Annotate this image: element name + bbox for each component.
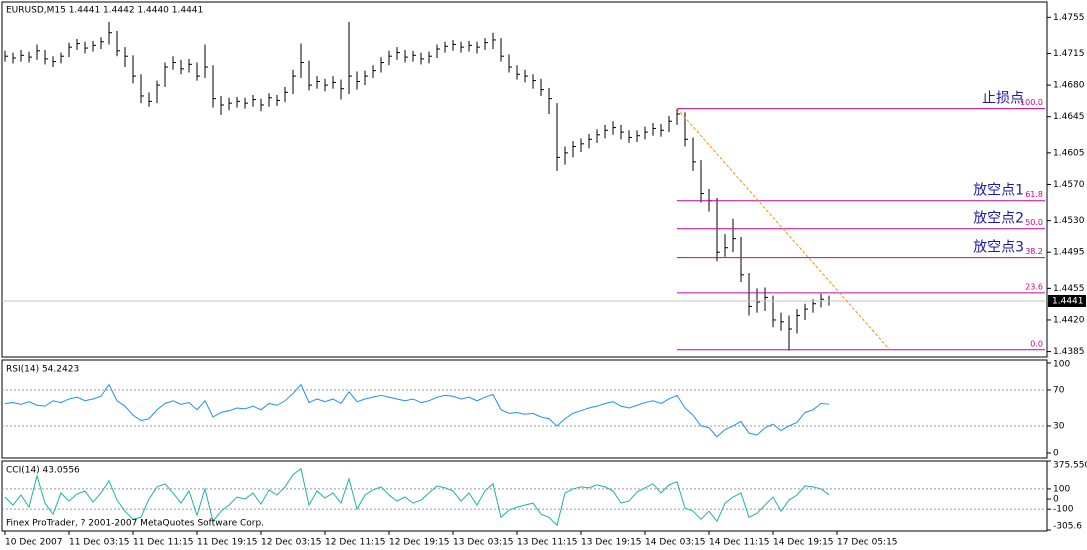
y-tick-label: 0 (1053, 448, 1059, 458)
fibo-label: 61.8 (1025, 190, 1043, 199)
symbol-header: EURUSD,M15 1.4441 1.4442 1.4440 1.4441 (6, 6, 203, 16)
last-price-label: 1.4441 (1052, 296, 1084, 306)
fibo-label: 0.0 (1030, 339, 1043, 348)
indicator-line (4, 467, 830, 527)
x-tick-label: 13 Dec 03:15 (453, 538, 514, 548)
fibo-annotation: 放空点2 (973, 211, 1024, 227)
indicator-line (4, 383, 830, 438)
y-tick-label: 1.4645 (1053, 112, 1085, 122)
y-tick-label: 1.4605 (1053, 148, 1085, 158)
x-tick-label: 12 Dec 19:15 (389, 538, 450, 548)
x-tick-label: 11 Dec 11:15 (133, 538, 194, 548)
y-tick-label: 1.4715 (1053, 49, 1085, 59)
x-tick-label: 14 Dec 03:15 (645, 538, 706, 548)
y-tick-label: 0 (1053, 495, 1059, 505)
y-tick-label: -305.6 (1053, 522, 1082, 532)
rsi-panel (1, 359, 1048, 459)
fibo-annotation: 放空点1 (973, 183, 1024, 199)
x-tick-label: 11 Dec 03:15 (69, 538, 130, 548)
indicator-title: RSI(14) 54.2423 (6, 365, 79, 375)
copyright: Finex ProTrader, ? 2001-2007 MetaQuotes … (6, 519, 264, 529)
y-tick-label: 100 (1053, 360, 1070, 370)
y-tick-label: 70 (1053, 385, 1065, 395)
fibo-label: 38.2 (1025, 247, 1043, 256)
x-tick-label: 13 Dec 11:15 (517, 538, 578, 548)
x-tick-label: 10 Dec 2007 (5, 538, 63, 548)
fibo-label: 50.0 (1025, 218, 1043, 227)
y-tick-label: 1.4680 (1053, 81, 1085, 91)
y-tick-label: 1.4455 (1053, 284, 1085, 294)
x-tick-label: 13 Dec 19:15 (581, 538, 642, 548)
fibo-label: 100.0 (1020, 98, 1043, 107)
x-tick-label: 12 Dec 03:15 (261, 538, 322, 548)
y-tick-label: -100 (1053, 505, 1074, 515)
cci-panel (1, 460, 1048, 532)
y-tick-label: 1.4495 (1053, 248, 1085, 258)
x-tick-label: 14 Dec 19:15 (773, 538, 834, 548)
y-tick-label: 1.4385 (1053, 347, 1085, 357)
trendline (676, 108, 891, 351)
fibo-label: 23.6 (1025, 282, 1043, 291)
x-tick-label: 17 Dec 05:15 (837, 538, 898, 548)
y-tick-label: 1.4530 (1053, 216, 1085, 226)
y-tick-label: 1.4570 (1053, 180, 1085, 190)
fibo-annotation: 止损点 (982, 91, 1024, 107)
x-tick-label: 11 Dec 19:15 (197, 538, 258, 548)
y-tick-label: 100 (1053, 484, 1070, 494)
y-tick-label: 375.5502 (1053, 461, 1087, 471)
y-tick-label: 1.4755 (1053, 13, 1085, 23)
fibo-annotation: 放空点3 (973, 240, 1024, 256)
x-tick-label: 12 Dec 11:15 (325, 538, 386, 548)
y-tick-label: 30 (1053, 421, 1065, 431)
last-price-box (1048, 294, 1086, 307)
indicator-title: CCI(14) 43.0556 (6, 466, 80, 476)
y-tick-label: 1.4420 (1053, 315, 1085, 325)
x-tick-label: 14 Dec 11:15 (709, 538, 770, 548)
price-panel (1, 1, 1048, 358)
